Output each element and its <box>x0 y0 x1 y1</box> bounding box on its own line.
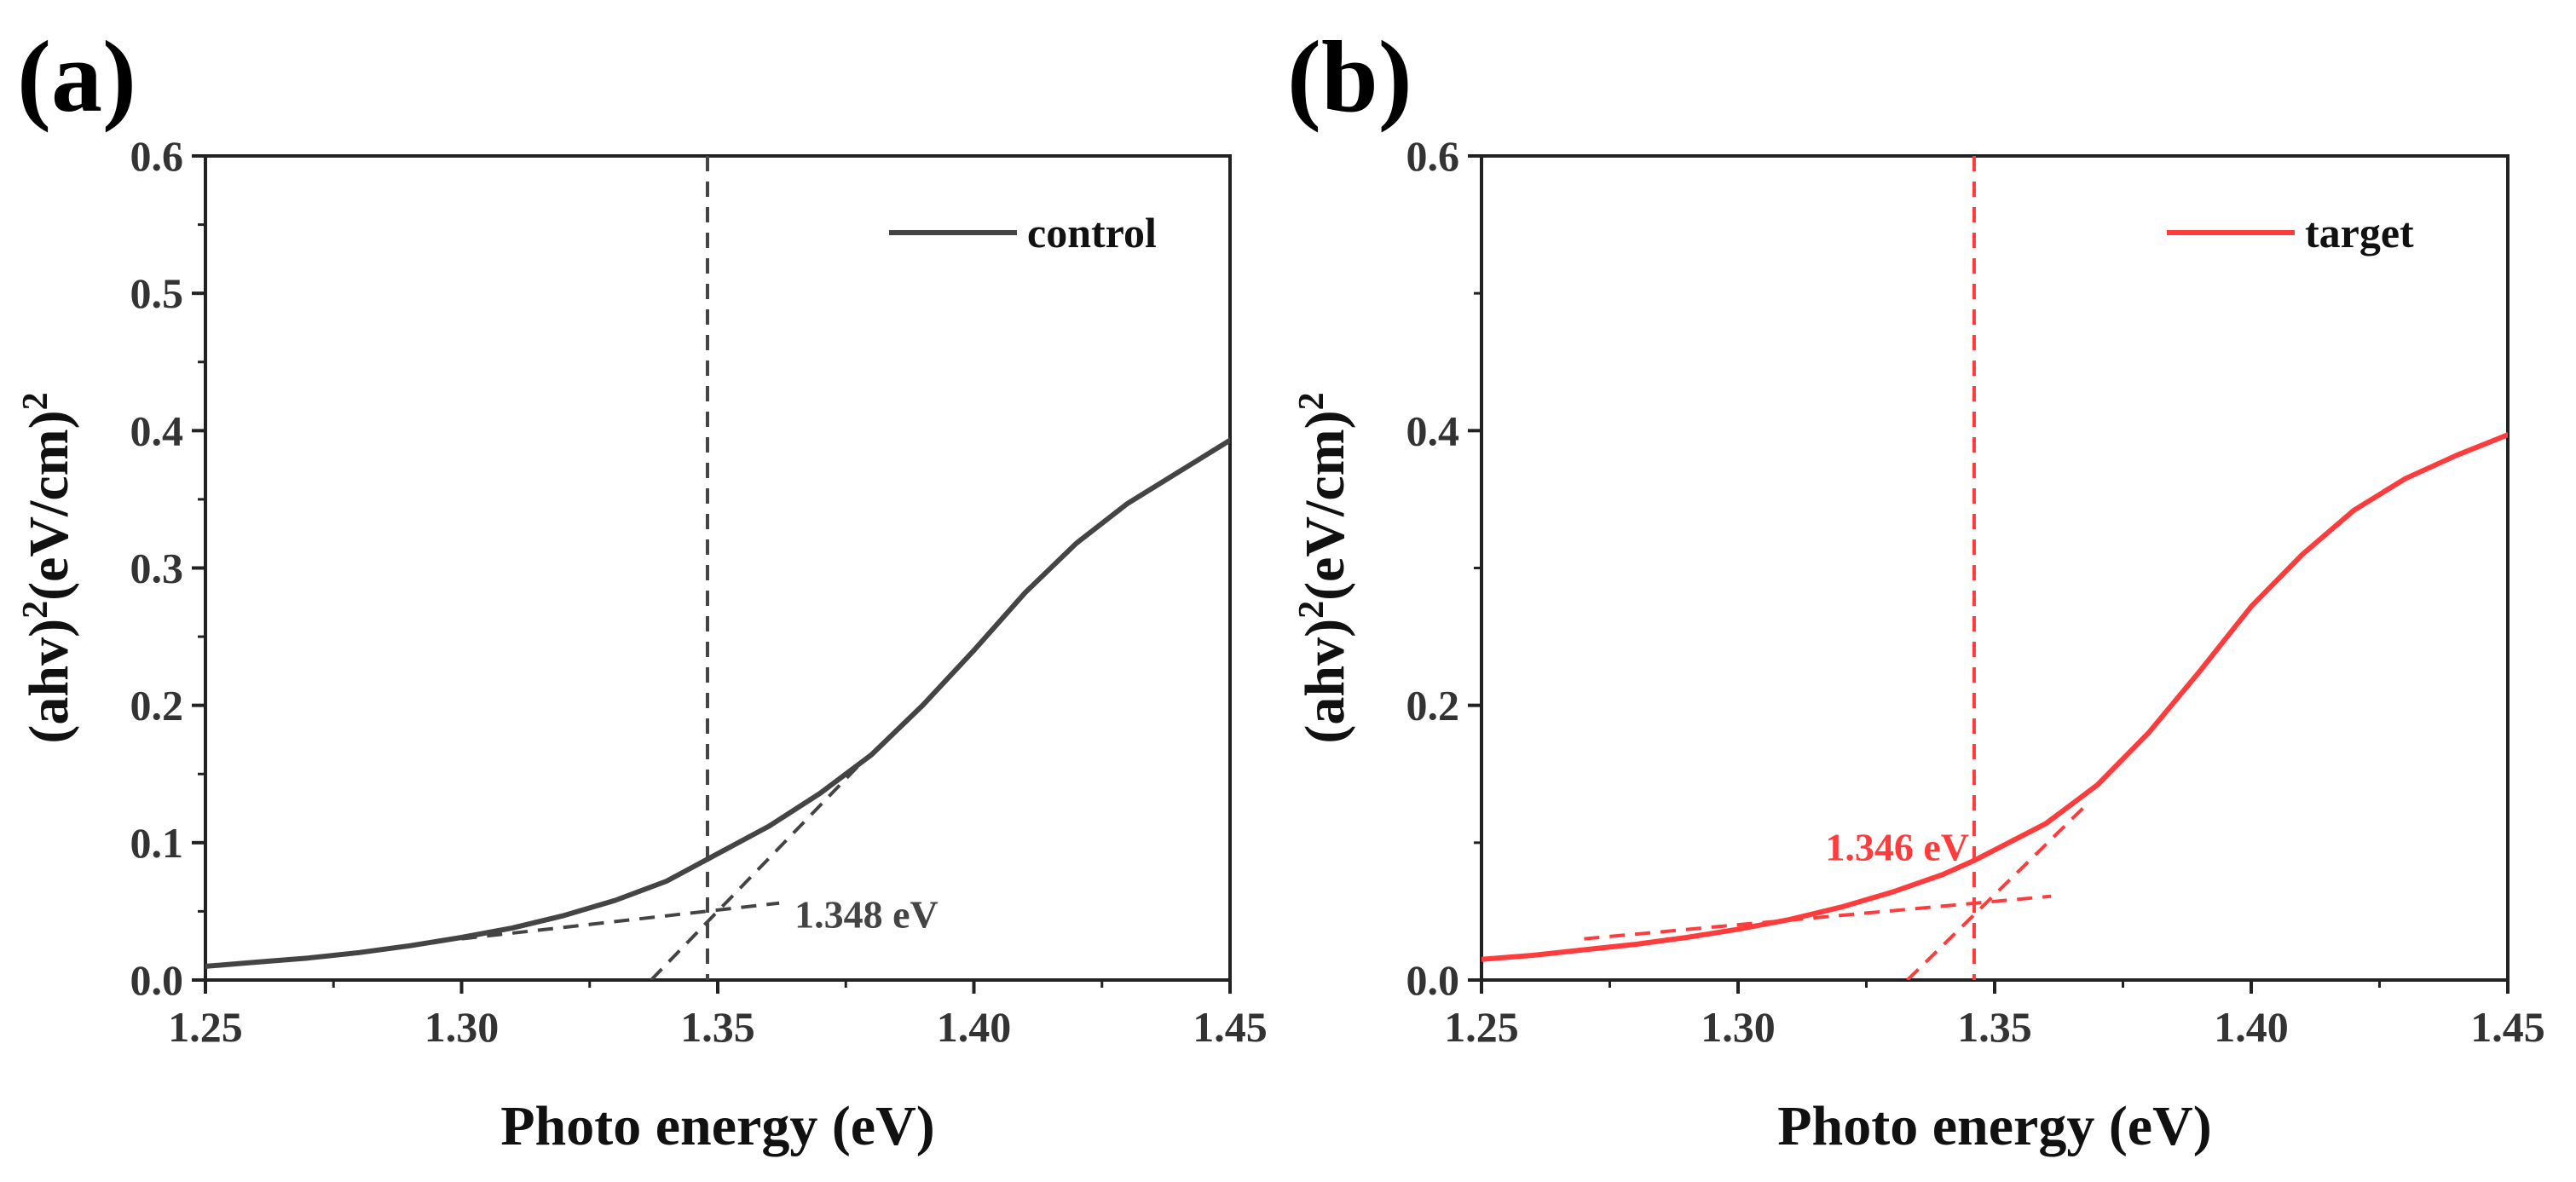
panel-b-y-axis-title-part: (ahv) <box>1294 619 1356 744</box>
panel-b-plot-frame <box>1480 154 2510 982</box>
panel-b-data-point <box>1686 937 1688 938</box>
panel-a-data-point <box>1076 542 1077 544</box>
panel-a-data-point <box>563 914 565 916</box>
panel-a-data-point <box>409 945 411 947</box>
panel-a-data-point <box>707 858 708 860</box>
panel-b-legend-label: target <box>2305 209 2414 257</box>
panel-b-y-axis-title-superscript: 2 <box>1292 392 1331 410</box>
panel-b-y-tick-label: 0.0 <box>1406 956 1460 1004</box>
panel-a-y-axis-title: (ahv)2(eV/cm)2 <box>16 392 80 743</box>
panel-a-y-tick-label: 0.5 <box>130 269 184 317</box>
panel-a-x-tick-label: 1.45 <box>1193 1003 1268 1051</box>
panel-a-y-tick-label: 0.0 <box>130 956 184 1004</box>
panel-b-data-point <box>2456 454 2458 456</box>
panel-b-data-point <box>1635 943 1637 945</box>
panel-a-y-tick-label: 0.2 <box>130 682 184 729</box>
panel-b-y-tick-label: 0.2 <box>1406 682 1460 729</box>
panel-b-label: (b) <box>1287 20 1412 133</box>
panel-a-data-point <box>666 880 667 882</box>
panel-a-data-point <box>461 937 462 938</box>
panel-a-data-point <box>512 927 514 929</box>
panel-b-data-point <box>2405 478 2406 480</box>
panel-a-x-tick-label: 1.40 <box>937 1003 1012 1051</box>
panel-b-series-line-target <box>1481 432 2508 962</box>
panel-b-y-axis-title: (ahv)2(eV/cm)2 <box>1292 392 1356 743</box>
panel-b-y-axis-title-superscript: 2 <box>1292 601 1331 619</box>
panel-b: (b) 1.25 1.30 1.35 1.40 1.45 0.0 0.2 0.4 0.6 Photo… <box>1287 20 2545 1157</box>
panel-b-x-axis-title: Photo energy (eV) <box>1777 1095 2212 1157</box>
panel-a-label: (a) <box>17 20 136 133</box>
panel-a-y-tick-label: 0.1 <box>130 819 184 867</box>
panel-b-data-point <box>2096 784 2098 786</box>
panel-a-data-point <box>870 754 872 756</box>
panel-b-data-point <box>1583 949 1585 951</box>
panel-b-y-tick-label: 0.6 <box>1406 132 1460 180</box>
panel-a-data-point <box>1178 471 1180 473</box>
panel-a-y-axis-title-superscript: 2 <box>16 601 55 619</box>
panel-a-x-tick-label: 1.30 <box>425 1003 500 1051</box>
panel-b-data-point <box>2148 732 2150 734</box>
panel-b-plot-area <box>1481 156 2508 980</box>
panel-a-x-tick-label: 1.25 <box>168 1003 243 1051</box>
panel-a-data-point <box>1127 503 1129 505</box>
panel-a-y-axis-title-superscript: 2 <box>16 392 55 410</box>
panel-b-fit-line <box>1906 803 2088 980</box>
panel-a-data-point <box>973 649 974 651</box>
panel-a-data-point <box>1229 440 1230 441</box>
panel-b-bandgap-annotation: 1.346 eV <box>1825 826 1969 869</box>
panel-a-y-axis-title-part: (ahv) <box>18 619 80 744</box>
panel-b-data-point <box>2250 606 2252 608</box>
panel-a-y-tick-label: 0.6 <box>130 132 184 180</box>
panel-a-data-point <box>358 952 360 954</box>
panel-b-data-point <box>1481 959 1482 960</box>
panel-a-data-point <box>921 705 923 706</box>
panel-a-plot-area <box>205 156 1230 980</box>
panel-a-data-point <box>768 825 770 827</box>
panel-b-y-axis-title-part: (eV/cm) <box>1294 410 1356 601</box>
panel-a-legend-label: control <box>1027 209 1157 257</box>
panel-b-data-point <box>1737 928 1739 930</box>
panel-a-x-tick-label: 1.35 <box>680 1003 755 1051</box>
panel-b-x-tick-label: 1.30 <box>1701 1003 1776 1051</box>
panel-b-x-tick-label: 1.35 <box>1957 1003 2032 1051</box>
panel-b-y-tick-label: 0.4 <box>1406 406 1460 454</box>
panel-a-x-axis-title: Photo energy (eV) <box>500 1095 935 1157</box>
panel-b-data-point <box>2302 553 2303 555</box>
panel-a-bandgap-annotation: 1.348 eV <box>794 893 939 937</box>
panel-a-y-tick-label: 0.4 <box>130 406 184 454</box>
panel-a-series-line-control <box>205 437 1230 969</box>
panel-a-y-tick-label: 0.3 <box>130 545 184 592</box>
panel-b-x-tick-label: 1.25 <box>1444 1003 1519 1051</box>
panel-b-fit-line <box>1584 894 2052 941</box>
panel-a-data-point <box>307 957 309 959</box>
panel-a-y-axis-title-part: (eV/cm) <box>18 410 80 601</box>
panel-a: (a) 1.25 1.30 1.35 1.40 1.45 0.0 0.1 0.2 0.3 0.4 0.… <box>16 20 1268 1157</box>
panel-a-fit-line <box>461 901 780 941</box>
panel-b-data-point <box>1973 860 1975 862</box>
panel-b-x-tick-label: 1.45 <box>2470 1003 2545 1051</box>
panel-b-data-point <box>1840 907 1841 908</box>
panel-b-data-point <box>2199 670 2201 672</box>
panel-b-data-point <box>2045 822 2047 824</box>
panel-b-x-tick-label: 1.40 <box>2214 1003 2289 1051</box>
